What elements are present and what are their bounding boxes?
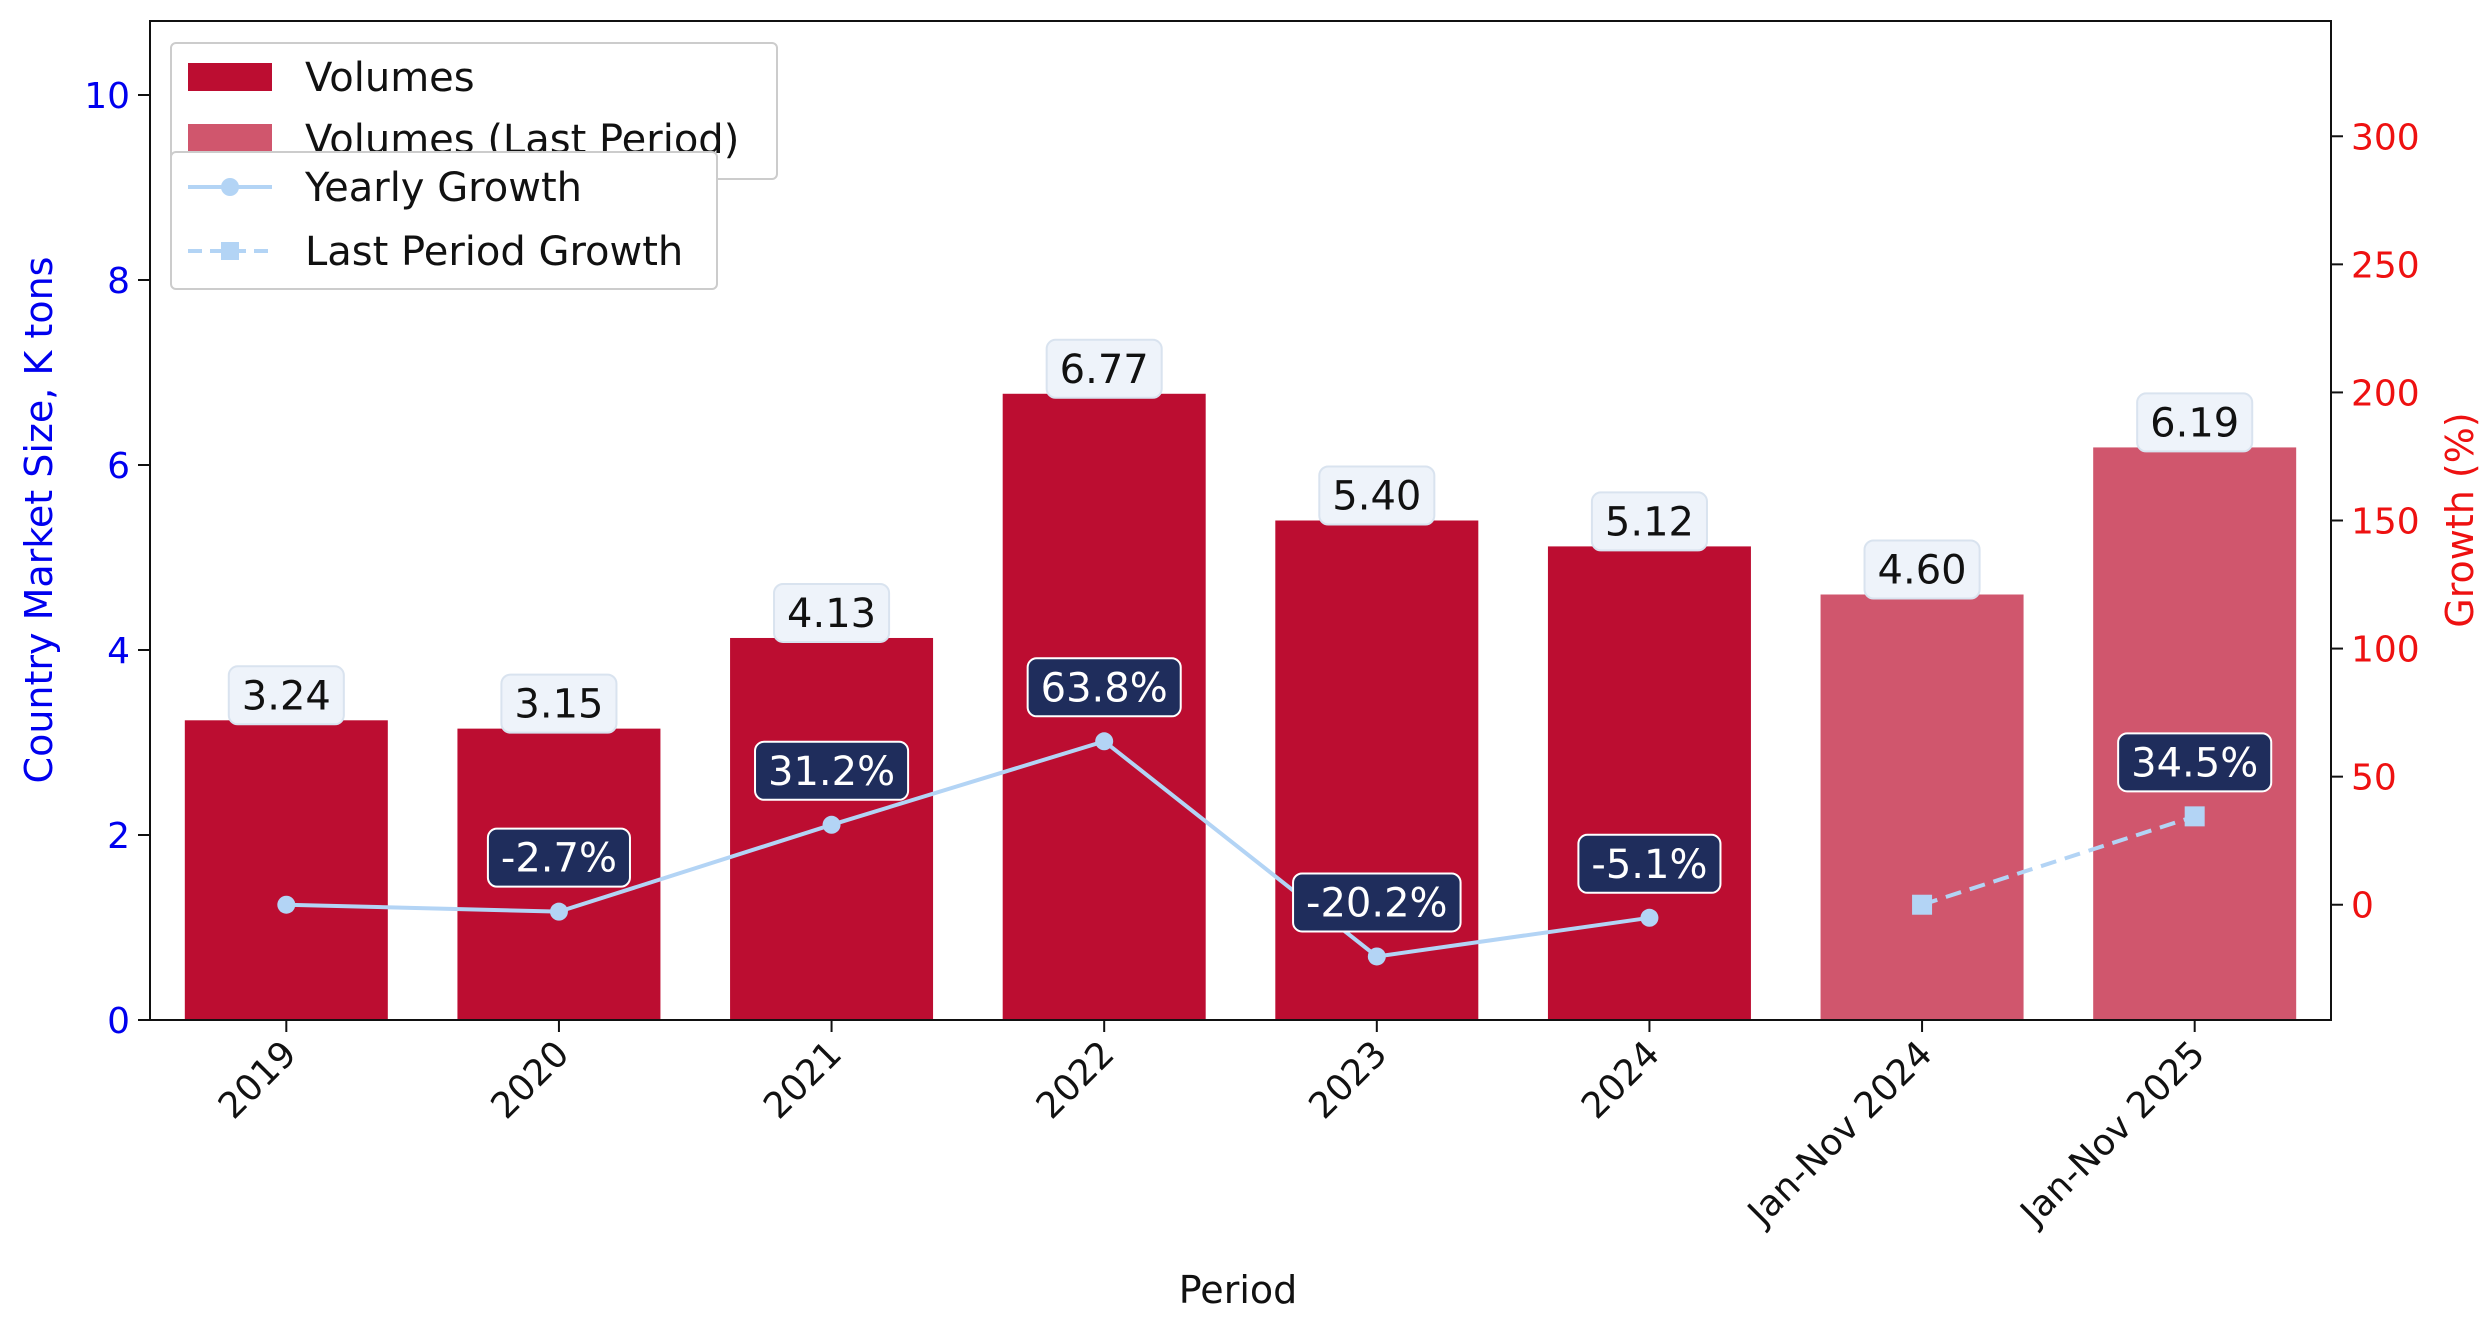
value-label-2022-text: 6.77 <box>1060 347 1149 393</box>
value-label-2021-box <box>773 582 891 643</box>
y2-axis-title: Growth (%) <box>2438 412 2482 627</box>
x-axis-title: Period <box>1179 1268 1298 1312</box>
y-tick-label: 10 <box>84 76 130 117</box>
growth-label-2023-box <box>1292 872 1462 933</box>
value-label-jan-nov-2024: 4.60 <box>1863 539 1981 600</box>
line-last-period-growth <box>1921 814 2196 907</box>
y2-tick-label: 300 <box>2351 117 2420 158</box>
growth-label-2024-text: -5.1% <box>1591 842 1707 888</box>
line-yearly-growth <box>286 739 1650 959</box>
growth-label-2023-text: -20.2% <box>1306 880 1448 926</box>
value-label-jan-nov-2025-box <box>2136 392 2254 453</box>
point-last-period-growth-jan-nov-2024 <box>1912 894 1933 915</box>
x-tick-label-jan-nov-2025: Jan-Nov 2025 <box>2012 1033 2213 1234</box>
bar-2019 <box>184 720 388 1020</box>
legend-box-growth <box>170 151 718 290</box>
growth-label-2022-box <box>1026 657 1182 718</box>
point-yearly-growth-2020 <box>549 902 568 921</box>
value-label-2021: 4.13 <box>773 582 891 643</box>
y2-tick-label: 0 <box>2351 886 2374 927</box>
legend-marker-yearly-growth <box>221 178 239 196</box>
point-yearly-growth-2021 <box>822 815 841 834</box>
y2-tick-label: 50 <box>2351 758 2397 799</box>
y-tick-label: 8 <box>107 261 130 302</box>
growth-label-jan-nov-2025: 34.5% <box>2117 732 2273 793</box>
point-yearly-growth-2024 <box>1640 908 1659 927</box>
x-tick-label-2019: 2019 <box>211 1033 305 1127</box>
growth-label-2021-box <box>754 740 910 801</box>
value-label-2019: 3.24 <box>227 665 345 726</box>
value-label-2023-box <box>1318 465 1436 526</box>
value-label-2023: 5.40 <box>1318 465 1436 526</box>
growth-label-2022-text: 63.8% <box>1041 665 1168 711</box>
x-tick-label-2022: 2022 <box>1029 1033 1123 1127</box>
x-tick-label-2024: 2024 <box>1574 1033 1668 1127</box>
value-label-2019-box <box>227 665 345 726</box>
value-label-2024-box <box>1590 491 1708 552</box>
bars-layer <box>184 393 2297 1020</box>
legend-label-last-period-growth: Last Period Growth <box>305 229 683 275</box>
y-tick-label: 4 <box>107 631 130 672</box>
x-tick-label-jan-nov-2024: Jan-Nov 2024 <box>1739 1033 1940 1234</box>
value-label-2023-text: 5.40 <box>1332 474 1421 520</box>
value-label-jan-nov-2025-text: 6.19 <box>2150 400 2239 446</box>
value-label-2022: 6.77 <box>1045 338 1163 399</box>
growth-label-2020: -2.7% <box>486 827 631 888</box>
growth-label-2020-box <box>486 827 631 888</box>
growth-label-jan-nov-2025-box <box>2117 732 2273 793</box>
legend-marker-last-period-growth <box>221 242 239 260</box>
value-label-2020-box <box>500 673 618 734</box>
growth-label-2024: -5.1% <box>1577 833 1722 894</box>
value-label-jan-nov-2024-box <box>1863 539 1981 600</box>
point-yearly-growth-2022 <box>1095 732 1114 751</box>
value-label-2021-text: 4.13 <box>787 591 876 637</box>
x-tick-label-2023: 2023 <box>1301 1033 1395 1127</box>
point-yearly-growth-2019 <box>277 895 296 914</box>
growth-label-2020-text: -2.7% <box>501 836 617 882</box>
x-tick-label-2020: 2020 <box>484 1033 578 1127</box>
value-label-2024: 5.12 <box>1590 491 1708 552</box>
y-tick-label: 0 <box>107 1001 130 1042</box>
growth-label-2024-box <box>1577 833 1722 894</box>
y2-tick-label: 100 <box>2351 630 2420 671</box>
value-label-2022-box <box>1045 338 1163 399</box>
legend-label-yearly-growth: Yearly Growth <box>304 165 582 211</box>
value-label-2024-text: 5.12 <box>1605 499 1694 545</box>
growth-label-2023: -20.2% <box>1292 872 1462 933</box>
growth-label-2021-text: 31.2% <box>768 749 895 795</box>
value-label-2020: 3.15 <box>500 673 618 734</box>
point-last-period-growth-jan-nov-2025 <box>2184 806 2205 827</box>
growth-label-jan-nov-2025-text: 34.5% <box>2131 740 2258 786</box>
growth-label-2021: 31.2% <box>754 740 910 801</box>
legend-growth: Yearly Growth Last Period Growth <box>170 151 718 290</box>
legend-swatch-volumes <box>188 63 272 91</box>
value-label-jan-nov-2024-text: 4.60 <box>1878 548 1967 594</box>
y2-tick-label: 200 <box>2351 373 2420 414</box>
point-yearly-growth-2023 <box>1367 947 1386 966</box>
value-label-jan-nov-2025: 6.19 <box>2136 392 2254 453</box>
value-label-2019-text: 3.24 <box>242 673 331 719</box>
legend-label-volumes: Volumes <box>305 55 475 101</box>
y-axis-title: Country Market Size, K tons <box>17 257 61 784</box>
y-tick-label: 2 <box>107 816 130 857</box>
bar-2024 <box>1547 546 1751 1020</box>
growth-lines-layer <box>277 732 2205 966</box>
y2-tick-label: 150 <box>2351 502 2420 543</box>
bar-jan-nov-2024 <box>1820 594 2024 1020</box>
y2-tick-label: 250 <box>2351 245 2420 286</box>
bar-2023 <box>1275 520 1479 1020</box>
growth-label-2022: 63.8% <box>1026 657 1182 718</box>
legend-swatch-volumes-last-period <box>188 124 272 152</box>
y-tick-label: 6 <box>107 446 130 487</box>
data-labels-layer: 3.24 3.15 4.13 6.77 5.40 5.12 4.60 6.19 -2.7% 31.… <box>227 338 2273 933</box>
x-tick-label-2021: 2021 <box>756 1033 850 1127</box>
value-label-2020-text: 3.15 <box>514 682 603 728</box>
